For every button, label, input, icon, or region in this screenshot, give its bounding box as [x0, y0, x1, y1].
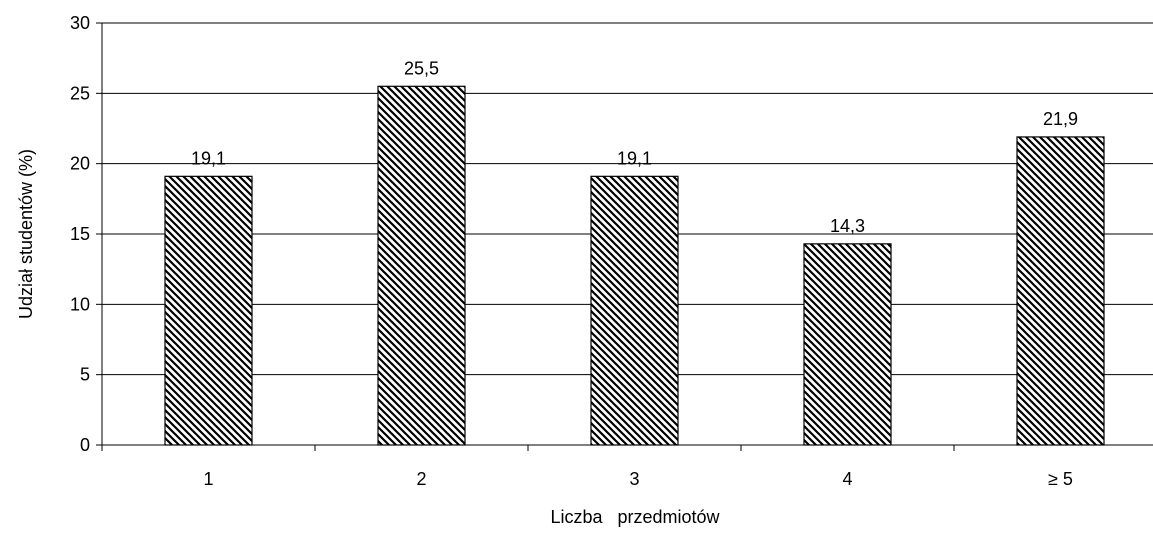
- bar: [377, 85, 466, 446]
- data-label: 19,1: [191, 148, 226, 168]
- axes: [96, 22, 1153, 451]
- data-label: 19,1: [617, 148, 652, 168]
- data-label: 25,5: [404, 58, 439, 78]
- x-tick-label: 1: [203, 469, 213, 489]
- data-labels: 19,1 25,5 19,1 14,3 21,9: [191, 58, 1078, 236]
- bar: [1016, 136, 1105, 446]
- y-tick-label: 5: [80, 365, 90, 385]
- x-tick-label: 3: [629, 469, 639, 489]
- x-tick-labels: 1 2 3 4 ≥ 5: [203, 469, 1072, 489]
- y-tick-label: 30: [70, 13, 90, 33]
- x-tick-label: 2: [416, 469, 426, 489]
- data-label: 14,3: [830, 216, 865, 236]
- y-tick-labels: 0 5 10 15 20 25 30: [70, 13, 90, 455]
- bars: [164, 85, 1105, 446]
- bar: [590, 175, 679, 446]
- x-axis-title: Liczba przedmiotów: [550, 507, 720, 527]
- y-axis-title: Udział studentów (%): [16, 149, 36, 319]
- bar: [164, 175, 253, 446]
- data-label: 21,9: [1043, 109, 1078, 129]
- y-tick-label: 25: [70, 83, 90, 103]
- y-tick-label: 10: [70, 294, 90, 314]
- x-tick-label: 4: [842, 469, 852, 489]
- bar: [803, 243, 892, 446]
- y-tick-label: 0: [80, 435, 90, 455]
- x-tick-label: ≥ 5: [1048, 469, 1073, 489]
- y-tick-label: 20: [70, 154, 90, 174]
- y-tick-label: 15: [70, 224, 90, 244]
